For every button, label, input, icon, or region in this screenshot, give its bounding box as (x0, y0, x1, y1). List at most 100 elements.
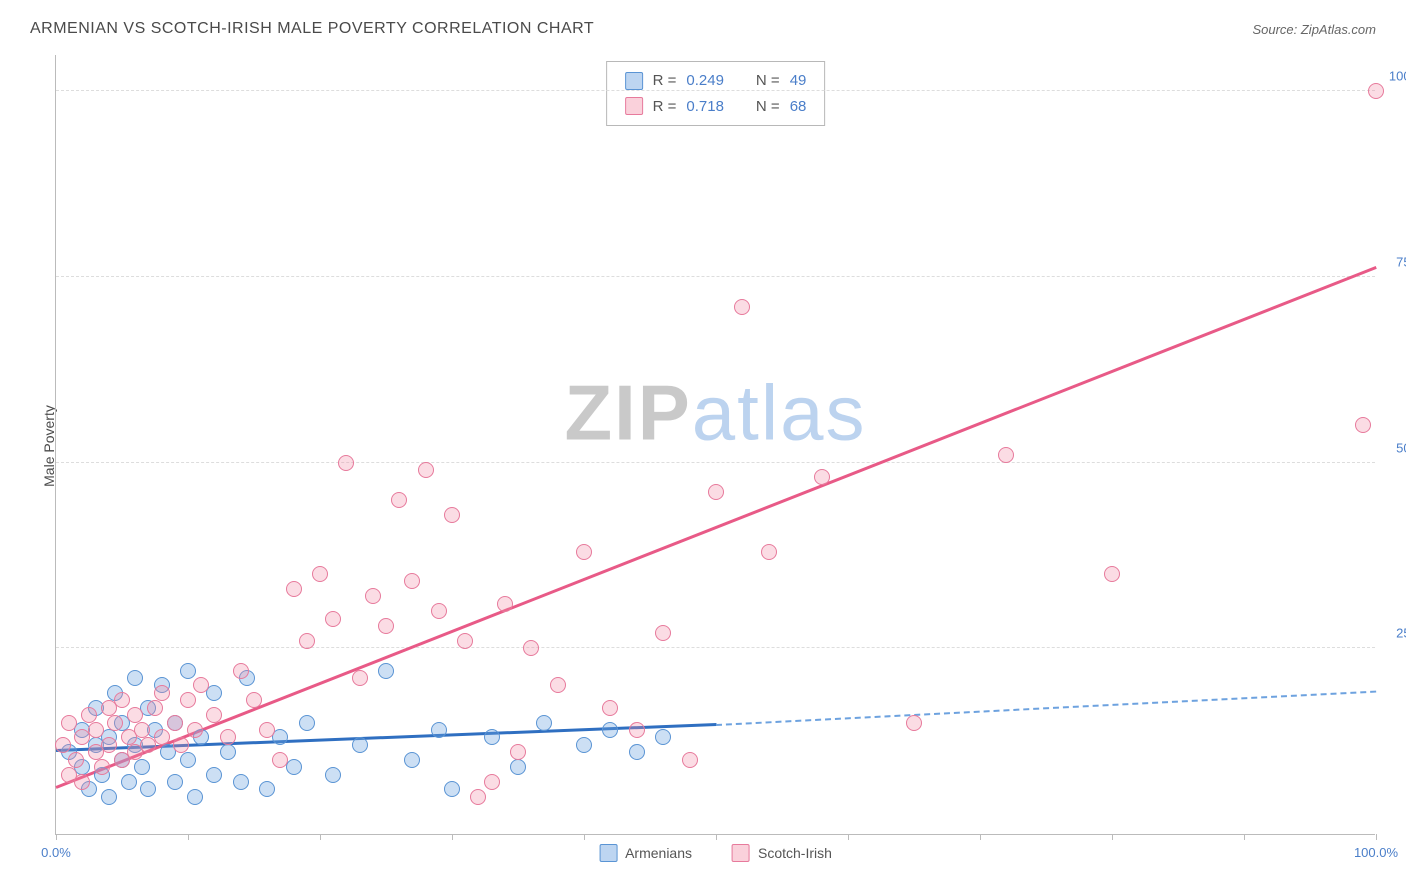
data-point (444, 507, 460, 523)
x-tick (188, 834, 189, 840)
data-point (761, 544, 777, 560)
data-point (1104, 566, 1120, 582)
data-point (167, 774, 183, 790)
data-point (55, 737, 71, 753)
data-point (629, 722, 645, 738)
x-tick (584, 834, 585, 840)
data-point (497, 596, 513, 612)
y-tick-label: 50.0% (1396, 440, 1406, 455)
watermark-atlas: atlas (692, 369, 867, 457)
data-point (121, 774, 137, 790)
source-name: ZipAtlas.com (1301, 22, 1376, 37)
data-point (299, 715, 315, 731)
data-point (187, 789, 203, 805)
data-point (470, 789, 486, 805)
gridline (56, 90, 1375, 91)
data-point (272, 752, 288, 768)
data-point (325, 767, 341, 783)
x-tick (1376, 834, 1377, 840)
data-point (246, 692, 262, 708)
data-point (404, 573, 420, 589)
data-point (431, 722, 447, 738)
source-prefix: Source: (1252, 22, 1300, 37)
stat-r-label: R = (653, 94, 677, 120)
data-point (180, 663, 196, 679)
scatter-chart: ZIPatlas R =0.249N =49R =0.718N =68 Arme… (55, 55, 1375, 835)
data-point (299, 633, 315, 649)
data-point (457, 633, 473, 649)
data-point (259, 722, 275, 738)
data-point (220, 729, 236, 745)
x-tick (1112, 834, 1113, 840)
data-point (391, 492, 407, 508)
y-tick-label: 25.0% (1396, 626, 1406, 641)
data-point (286, 581, 302, 597)
data-point (404, 752, 420, 768)
data-point (523, 640, 539, 656)
data-point (88, 722, 104, 738)
data-point (134, 722, 150, 738)
data-point (998, 447, 1014, 463)
data-point (134, 759, 150, 775)
data-point (734, 299, 750, 315)
data-point (602, 700, 618, 716)
data-point (576, 544, 592, 560)
stats-legend-box: R =0.249N =49R =0.718N =68 (606, 61, 826, 126)
data-point (167, 715, 183, 731)
y-tick-label: 100.0% (1389, 69, 1406, 84)
data-point (180, 692, 196, 708)
watermark: ZIPatlas (564, 368, 866, 459)
data-point (147, 700, 163, 716)
gridline (56, 647, 1375, 648)
data-point (206, 767, 222, 783)
data-point (510, 759, 526, 775)
data-point (378, 663, 394, 679)
data-point (187, 722, 203, 738)
data-point (233, 774, 249, 790)
data-point (140, 781, 156, 797)
watermark-zip: ZIP (564, 369, 691, 457)
data-point (484, 729, 500, 745)
legend-swatch (732, 844, 750, 862)
data-point (655, 729, 671, 745)
x-tick (980, 834, 981, 840)
y-tick-label: 75.0% (1396, 254, 1406, 269)
data-point (173, 737, 189, 753)
series-legend: Armenians Scotch-Irish (599, 844, 832, 862)
data-point (114, 692, 130, 708)
x-tick (452, 834, 453, 840)
data-point (81, 707, 97, 723)
data-point (338, 455, 354, 471)
data-point (536, 715, 552, 731)
data-point (906, 715, 922, 731)
stats-row: R =0.718N =68 (625, 94, 807, 120)
data-point (154, 729, 170, 745)
x-tick (848, 834, 849, 840)
x-tick (320, 834, 321, 840)
trendline (716, 691, 1376, 726)
legend-item: Armenians (599, 844, 692, 862)
data-point (576, 737, 592, 753)
data-point (180, 752, 196, 768)
x-tick (716, 834, 717, 840)
data-point (378, 618, 394, 634)
gridline (56, 276, 1375, 277)
source-attribution: Source: ZipAtlas.com (1252, 22, 1376, 37)
stat-n-label: N = (756, 94, 780, 120)
data-point (206, 707, 222, 723)
data-point (94, 759, 110, 775)
x-tick (56, 834, 57, 840)
data-point (1368, 83, 1384, 99)
chart-title: ARMENIAN VS SCOTCH-IRISH MALE POVERTY CO… (30, 20, 594, 38)
data-point (550, 677, 566, 693)
data-point (629, 744, 645, 760)
data-point (233, 663, 249, 679)
legend-label: Armenians (625, 845, 692, 861)
legend-item: Scotch-Irish (732, 844, 832, 862)
data-point (101, 737, 117, 753)
data-point (107, 715, 123, 731)
x-tick (1244, 834, 1245, 840)
trendline (55, 267, 1376, 790)
data-point (154, 685, 170, 701)
legend-swatch (625, 72, 643, 90)
